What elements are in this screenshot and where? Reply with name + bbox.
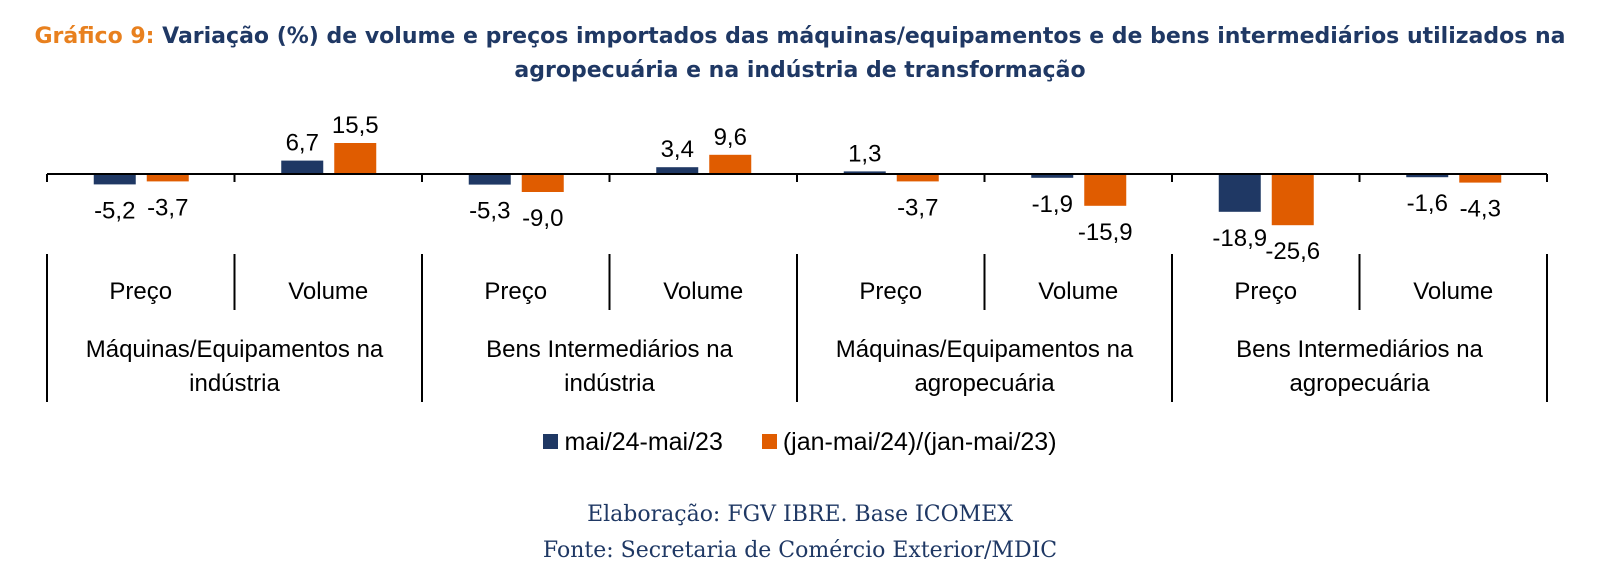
group-label-0-line-1: indústria <box>189 370 280 397</box>
bar-s1-4 <box>843 171 886 174</box>
group-label-0-line-0: Máquinas/Equipamentos na <box>86 336 384 363</box>
data-label-s1-3: 3,4 <box>661 136 694 163</box>
bar-s1-7 <box>1406 174 1449 178</box>
bar-s2-6 <box>1271 174 1314 226</box>
legend-swatch-series1 <box>543 434 559 449</box>
data-label-s2-7: -4,3 <box>1460 196 1501 223</box>
bar-s2-0 <box>146 174 189 182</box>
data-label-s2-0: -3,7 <box>147 194 188 221</box>
legend: mai/24-mai/23 (jan-mai/24)/(jan-mai/23) <box>0 428 1600 457</box>
group-label-1-line-0: Bens Intermediários na <box>486 336 733 363</box>
group-label-3-line-0: Bens Intermediários na <box>1236 336 1483 363</box>
bar-s1-3 <box>656 167 699 174</box>
group-label-2-line-1: agropecuária <box>914 370 1055 397</box>
category-label-1: Volume <box>288 278 368 305</box>
bar-s2-1 <box>334 143 377 174</box>
title-prefix: Gráfico 9: <box>34 24 155 49</box>
data-label-s1-6: -18,9 <box>1212 225 1267 252</box>
category-label-4: Preço <box>859 278 922 305</box>
bar-s2-5 <box>1084 174 1127 206</box>
data-label-s1-0: -5,2 <box>94 197 135 224</box>
group-label-1-line-1: indústria <box>564 370 655 397</box>
category-label-7: Volume <box>1413 278 1493 305</box>
group-label-2-line-0: Máquinas/Equipamentos na <box>836 336 1134 363</box>
legend-swatch-series2 <box>761 434 777 449</box>
bar-s1-5 <box>1031 174 1074 178</box>
data-label-s1-4: 1,3 <box>848 140 881 167</box>
data-label-s1-1: 6,7 <box>286 130 319 157</box>
bar-chart: -5,2 6,7 -5,3 3,4 1,3 -1,9 -18,9 -1,6 -3,7 15,5 -9… <box>46 112 1548 402</box>
bar-s2-4 <box>896 174 939 182</box>
bar-s1-1 <box>281 160 324 174</box>
data-label-s2-4: -3,7 <box>897 194 938 221</box>
legend-label-series2: (jan-mai/24)/(jan-mai/23) <box>782 428 1057 456</box>
bar-s2-3 <box>709 154 752 174</box>
bar-s1-0 <box>93 174 136 185</box>
footer-fonte: Fonte: Secretaria de Comércio Exterior/M… <box>542 538 1058 563</box>
chart-title: Gráfico 9: Variação (%) de volume e preç… <box>20 20 1580 88</box>
data-label-s1-5: -1,9 <box>1032 191 1073 218</box>
legend-label-series1: mai/24-mai/23 <box>564 428 723 456</box>
title-line-1: Gráfico 9: Variação (%) de volume e preç… <box>20 20 1580 54</box>
bar-s2-7 <box>1459 174 1502 183</box>
bar-s1-2 <box>468 174 511 185</box>
footer-elaboracao: Elaboração: FGV IBRE. Base ICOMEX <box>587 502 1013 527</box>
data-label-s2-2: -9,0 <box>522 205 563 232</box>
category-label-5: Volume <box>1038 278 1118 305</box>
data-label-s2-3: 9,6 <box>714 124 747 151</box>
group-label-3-line-1: agropecuária <box>1289 370 1430 397</box>
legend-item-series1: mai/24-mai/23 <box>543 428 723 457</box>
bar-s2-2 <box>521 174 564 192</box>
category-label-3: Volume <box>663 278 743 305</box>
data-label-s1-7: -1,6 <box>1407 190 1448 217</box>
category-label-2: Preço <box>484 278 547 305</box>
legend-item-series2: (jan-mai/24)/(jan-mai/23) <box>761 428 1057 457</box>
data-label-s2-6: -25,6 <box>1265 238 1320 265</box>
data-label-s1-2: -5,3 <box>469 198 510 225</box>
title-line-2: agropecuária e na indústria de transform… <box>514 58 1086 83</box>
data-label-s2-1: 15,5 <box>332 112 379 139</box>
bar-s1-6 <box>1218 174 1261 212</box>
category-label-0: Preço <box>109 278 172 305</box>
title-text-1: Variação (%) de volume e preços importad… <box>162 24 1566 49</box>
data-label-s2-5: -15,9 <box>1078 219 1133 246</box>
category-label-6: Preço <box>1234 278 1297 305</box>
